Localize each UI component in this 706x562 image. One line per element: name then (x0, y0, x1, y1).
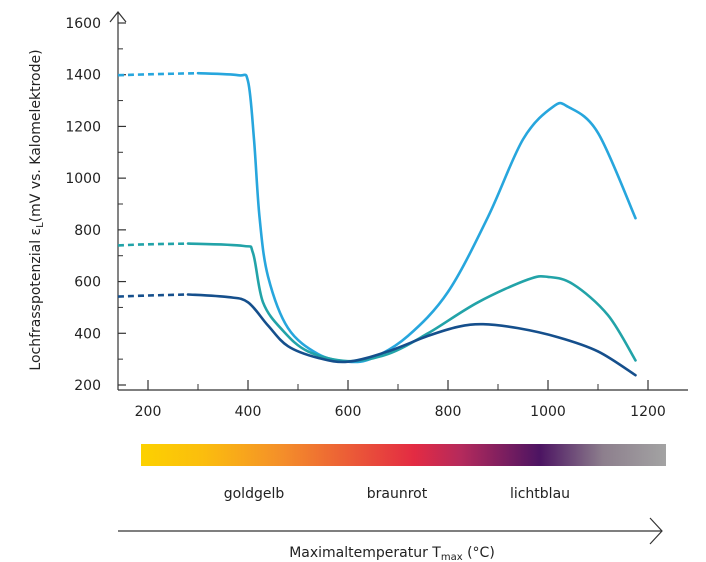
series-2-dashed-line (117, 242, 189, 247)
x-axis-label-main: Maximaltemperatur T (289, 545, 441, 561)
x-ticks: 200 400 600 800 1000 1200 (135, 380, 666, 420)
x-tick-label-800: 800 (435, 404, 462, 420)
y-axis-label-rest: (mV vs. Kalomelektrode) (28, 49, 44, 222)
annotation-goldgelb: goldgelb (224, 486, 285, 502)
x-tick-label-400: 400 (235, 404, 262, 420)
x-axis-label-sub: max (441, 552, 463, 562)
annotation-braunrot: braunrot (367, 486, 428, 502)
annotation-lichtblau: lichtblau (510, 486, 570, 502)
y-tick-label-400: 400 (74, 326, 101, 342)
y-tick-label-800: 800 (74, 223, 101, 239)
series-3-dashed-line (117, 293, 189, 298)
y-tick-label-200: 200 (74, 378, 101, 394)
temperature-colorbar (141, 444, 666, 466)
y-tick-label-1000: 1000 (65, 171, 101, 187)
axes (109, 11, 688, 391)
x-tick-label-600: 600 (335, 404, 362, 420)
y-axis-arrowhead (109, 11, 127, 23)
y-tick-label-600: 600 (74, 275, 101, 291)
y-tick-label-1400: 1400 (65, 68, 101, 84)
y-axis-label-main: Lochfrasspotenzial ε (28, 228, 44, 371)
series-layer (117, 71, 637, 377)
x-tick-label-1000: 1000 (530, 404, 566, 420)
y-tick-label-1600: 1600 (65, 16, 101, 32)
x-axis-label: Maximaltemperatur Tmax (°C) (289, 545, 495, 562)
x-axis-label-rest: (°C) (463, 545, 495, 561)
temperature-arrowhead (649, 517, 663, 545)
x-tick-label-1200: 1200 (630, 404, 666, 420)
y-tick-label-1200: 1200 (65, 119, 101, 135)
x-tick-label-200: 200 (135, 404, 162, 420)
y-axis-label-sub: L (35, 222, 46, 228)
series-1-dashed-line (117, 71, 199, 77)
series-3-line (186, 293, 637, 377)
series-2-line (186, 242, 637, 363)
y-axis-label: Lochfrasspotenzial εL(mV vs. Kalomelektr… (28, 49, 46, 370)
y-ticks: 200 400 600 800 1000 1200 1400 1600 (65, 16, 126, 394)
